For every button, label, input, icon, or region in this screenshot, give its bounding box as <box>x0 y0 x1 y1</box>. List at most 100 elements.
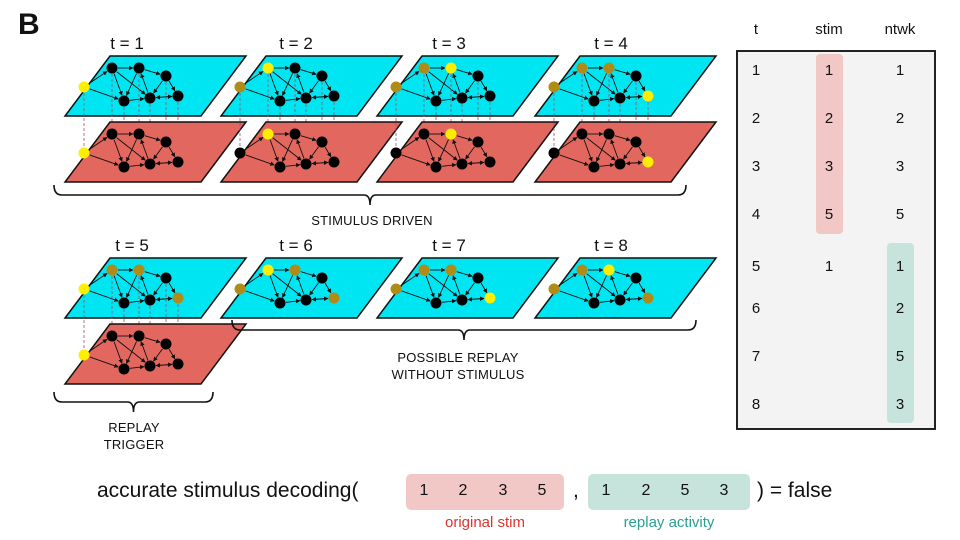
stimulus-plane <box>375 121 560 183</box>
network-node <box>133 330 145 342</box>
network-edge <box>153 80 163 94</box>
network-edge <box>296 73 305 93</box>
network-node <box>144 294 156 306</box>
network-edge <box>113 73 123 96</box>
network-edge <box>558 272 578 287</box>
original-sequence-box <box>406 474 564 510</box>
network-node <box>133 264 145 276</box>
network-node <box>588 161 600 173</box>
network-edge <box>400 272 420 287</box>
table-cell-ntwk: 2 <box>895 110 905 127</box>
network-node <box>430 297 442 309</box>
trigger-label-line2: TRIGGER <box>103 437 165 452</box>
network-edge <box>282 139 293 162</box>
network-edge <box>638 146 646 158</box>
original-seq-item: 2 <box>458 482 468 499</box>
network-edge <box>599 298 615 304</box>
table-cell-t: 2 <box>751 110 761 127</box>
network-edge <box>269 275 279 298</box>
network-edge <box>89 88 119 100</box>
replay-seq-item: 2 <box>641 482 651 499</box>
network-edge <box>425 139 435 162</box>
timestep-label: t = 2 <box>279 34 313 53</box>
network-node <box>576 62 588 74</box>
network-edge <box>586 273 616 297</box>
network-node <box>445 128 457 140</box>
network-edge <box>296 275 305 295</box>
table-cell-stim: 5 <box>824 206 834 223</box>
network-node <box>118 297 130 309</box>
network-node <box>172 358 184 370</box>
network-edge <box>452 73 461 93</box>
network-edge <box>625 161 643 166</box>
network-edge <box>129 298 145 304</box>
replay-seq-item: 1 <box>601 482 611 499</box>
network-edge <box>155 297 173 302</box>
network-edge <box>441 298 457 304</box>
network-node <box>316 70 328 82</box>
table-header-t: t <box>753 21 759 38</box>
network-node <box>614 294 626 306</box>
network-edge <box>456 69 473 76</box>
timestep-label: t = 4 <box>594 34 628 53</box>
stimulus-driven-label: STIMULUS DRIVEN <box>311 213 433 228</box>
table-cell-ntwk: 1 <box>895 62 905 79</box>
network-edge <box>126 139 137 162</box>
timestep-label: t = 5 <box>115 236 149 255</box>
network-edge <box>168 80 176 92</box>
network-node <box>316 272 328 284</box>
network-edge <box>155 363 173 368</box>
network-edge <box>282 275 293 298</box>
network-edge <box>428 273 458 297</box>
network-edge <box>89 154 119 166</box>
network-node <box>300 92 312 104</box>
network-node <box>603 62 615 74</box>
network-plane <box>219 257 404 319</box>
network-edge <box>586 71 616 95</box>
network-edge <box>623 146 633 160</box>
network-edge <box>300 69 317 76</box>
network-node <box>274 297 286 309</box>
network-node <box>106 264 118 276</box>
network-node <box>390 81 402 93</box>
network-edge <box>89 290 119 302</box>
stim-highlight <box>816 54 843 234</box>
table-cell-t: 8 <box>751 396 761 413</box>
network-node <box>588 95 600 107</box>
network-node <box>642 90 654 102</box>
network-node <box>160 70 172 82</box>
network-plane <box>219 55 404 117</box>
network-node <box>160 338 172 350</box>
network-edge <box>89 356 119 368</box>
table-cell-ntwk: 3 <box>895 158 905 175</box>
network-node <box>642 292 654 304</box>
network-node <box>456 294 468 306</box>
network-edge <box>168 146 176 158</box>
network-node <box>328 156 340 168</box>
replay-brace <box>231 319 697 341</box>
network-node <box>160 136 172 148</box>
network-edge <box>116 273 146 297</box>
network-node <box>106 330 118 342</box>
table-cell-stim: 1 <box>824 62 834 79</box>
network-edge <box>467 95 485 100</box>
trigger-brace <box>53 391 214 413</box>
network-edge <box>309 282 319 296</box>
network-edge <box>309 80 319 94</box>
original-stim-caption: original stim <box>444 514 526 531</box>
network-edge <box>400 136 420 151</box>
network-edge <box>558 136 578 151</box>
network-edge <box>583 139 593 162</box>
network-node <box>262 128 274 140</box>
network-edge <box>558 70 578 85</box>
network-edge <box>324 146 332 158</box>
table-cell-stim: 1 <box>824 258 834 275</box>
network-edge <box>285 298 301 304</box>
network-edge <box>428 137 458 161</box>
network-edge <box>309 146 319 160</box>
network-node <box>588 297 600 309</box>
network-edge <box>441 162 457 168</box>
table-cell-t: 6 <box>751 300 761 317</box>
network-edge <box>168 282 176 294</box>
original-seq-item: 1 <box>419 482 429 499</box>
